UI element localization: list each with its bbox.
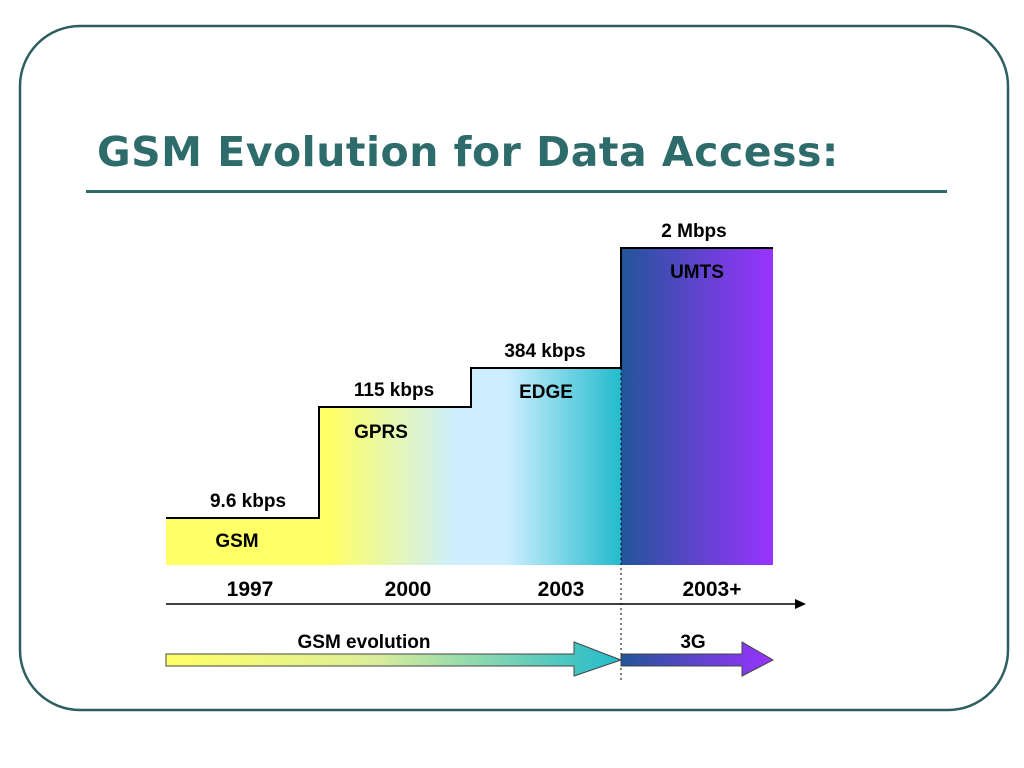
rate-label-gsm: 9.6 kbps bbox=[210, 491, 286, 512]
tech-label-umts: UMTS bbox=[670, 262, 724, 283]
3g-arrow bbox=[620, 641, 775, 677]
3g-label: 3G bbox=[680, 632, 705, 653]
page-title: GSM Evolution for Data Access: bbox=[97, 128, 839, 176]
umts-block bbox=[621, 248, 773, 565]
tech-label-gprs: GPRS bbox=[354, 422, 408, 443]
rate-label-edge: 384 kbps bbox=[504, 341, 585, 362]
timeline-axis bbox=[166, 599, 806, 609]
year-label-1997: 1997 bbox=[227, 578, 274, 601]
gsm-evolution-arrow bbox=[165, 641, 623, 677]
year-label-2003: 2003 bbox=[538, 578, 585, 601]
year-label-2000: 2000 bbox=[385, 578, 432, 601]
gsm-evolution-steps bbox=[166, 368, 621, 565]
tech-label-gsm: GSM bbox=[215, 531, 258, 552]
tech-label-edge: EDGE bbox=[519, 382, 573, 403]
rate-label-umts: 2 Mbps bbox=[661, 221, 726, 242]
gsm-evolution-label: GSM evolution bbox=[298, 632, 431, 653]
title-divider bbox=[86, 190, 947, 193]
rate-label-gprs: 115 kbps bbox=[354, 380, 434, 401]
step-outline bbox=[166, 247, 773, 519]
year-label-2003-plus: 2003+ bbox=[683, 578, 742, 601]
